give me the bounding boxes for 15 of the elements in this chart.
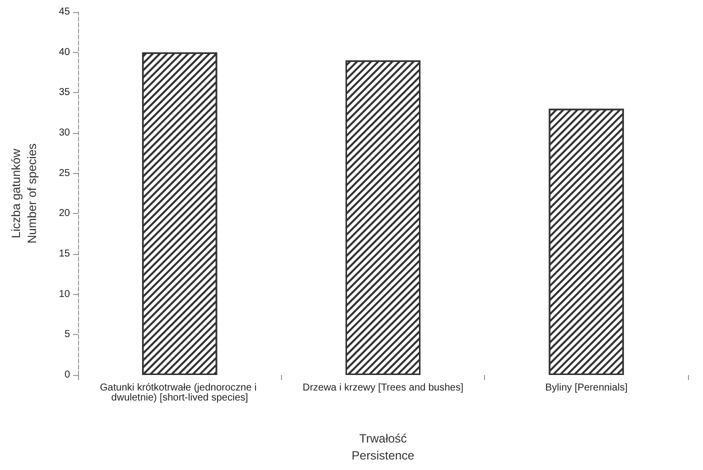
x-tick-label: Byliny [Perennials] bbox=[545, 382, 628, 394]
x-axis-title: Trwałość Persistence bbox=[352, 432, 415, 462]
y-axis-title: Liczba gatunków Number of species bbox=[9, 143, 39, 244]
y-tick-label: 10 bbox=[58, 288, 70, 300]
y-tick-label: 20 bbox=[58, 208, 70, 220]
y-tick-label: 25 bbox=[58, 168, 70, 179]
x-tick-label: Drzewa i krzewy [Trees and bushes] bbox=[302, 382, 464, 394]
y-tick-label: 30 bbox=[58, 128, 70, 138]
y-tick-label: 45 bbox=[58, 6, 70, 18]
x-tick-label: Gatunki krótkotrwałe (jednoroczne i dwuletnie) [short-lived species] bbox=[100, 382, 260, 404]
y-tick-label: 35 bbox=[58, 87, 70, 98]
y-tick-label: 5 bbox=[64, 329, 70, 340]
y-tick-label: 15 bbox=[58, 248, 70, 260]
y-tick-label: 40 bbox=[58, 46, 70, 58]
y-tick-label: 0 bbox=[64, 370, 70, 380]
